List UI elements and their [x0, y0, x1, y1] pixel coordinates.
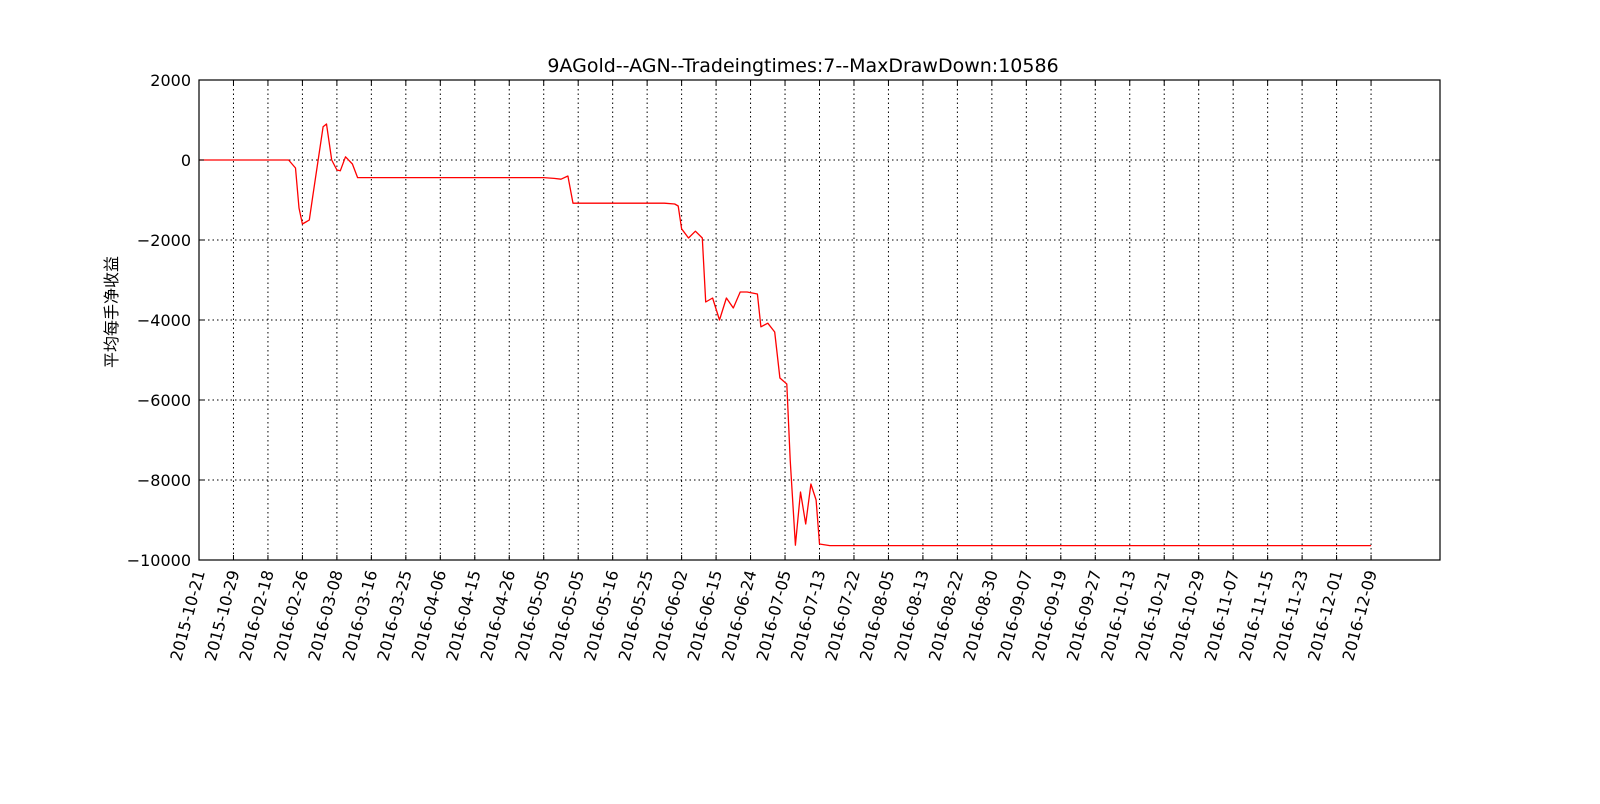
- series-layer: [199, 123, 1372, 547]
- x-tick-label: 2016-12-09: [1339, 568, 1381, 663]
- x-axis-ticks: 2015-10-212015-10-292016-02-182016-02-26…: [166, 80, 1381, 663]
- y-axis-label: 平均每手净收益: [102, 256, 121, 368]
- y-tick-label: −8000: [137, 471, 191, 490]
- y-tick-label: 2000: [150, 71, 191, 90]
- plot-frame: [198, 79, 1441, 561]
- y-tick-label: −4000: [137, 311, 191, 330]
- y-tick-label: −10000: [127, 551, 191, 570]
- y-axis-ticks: 2000 0 −2000 −4000 −6000 −8000 −10000: [127, 71, 1440, 570]
- series-line: [199, 123, 1372, 547]
- y-tick-label: −6000: [137, 391, 191, 410]
- chart-title: 9AGold--AGN--Tradeingtimes:7--MaxDrawDow…: [547, 55, 1058, 77]
- grid-layer: [199, 80, 1440, 560]
- y-tick-label: −2000: [137, 231, 191, 250]
- y-tick-label: 0: [181, 151, 191, 170]
